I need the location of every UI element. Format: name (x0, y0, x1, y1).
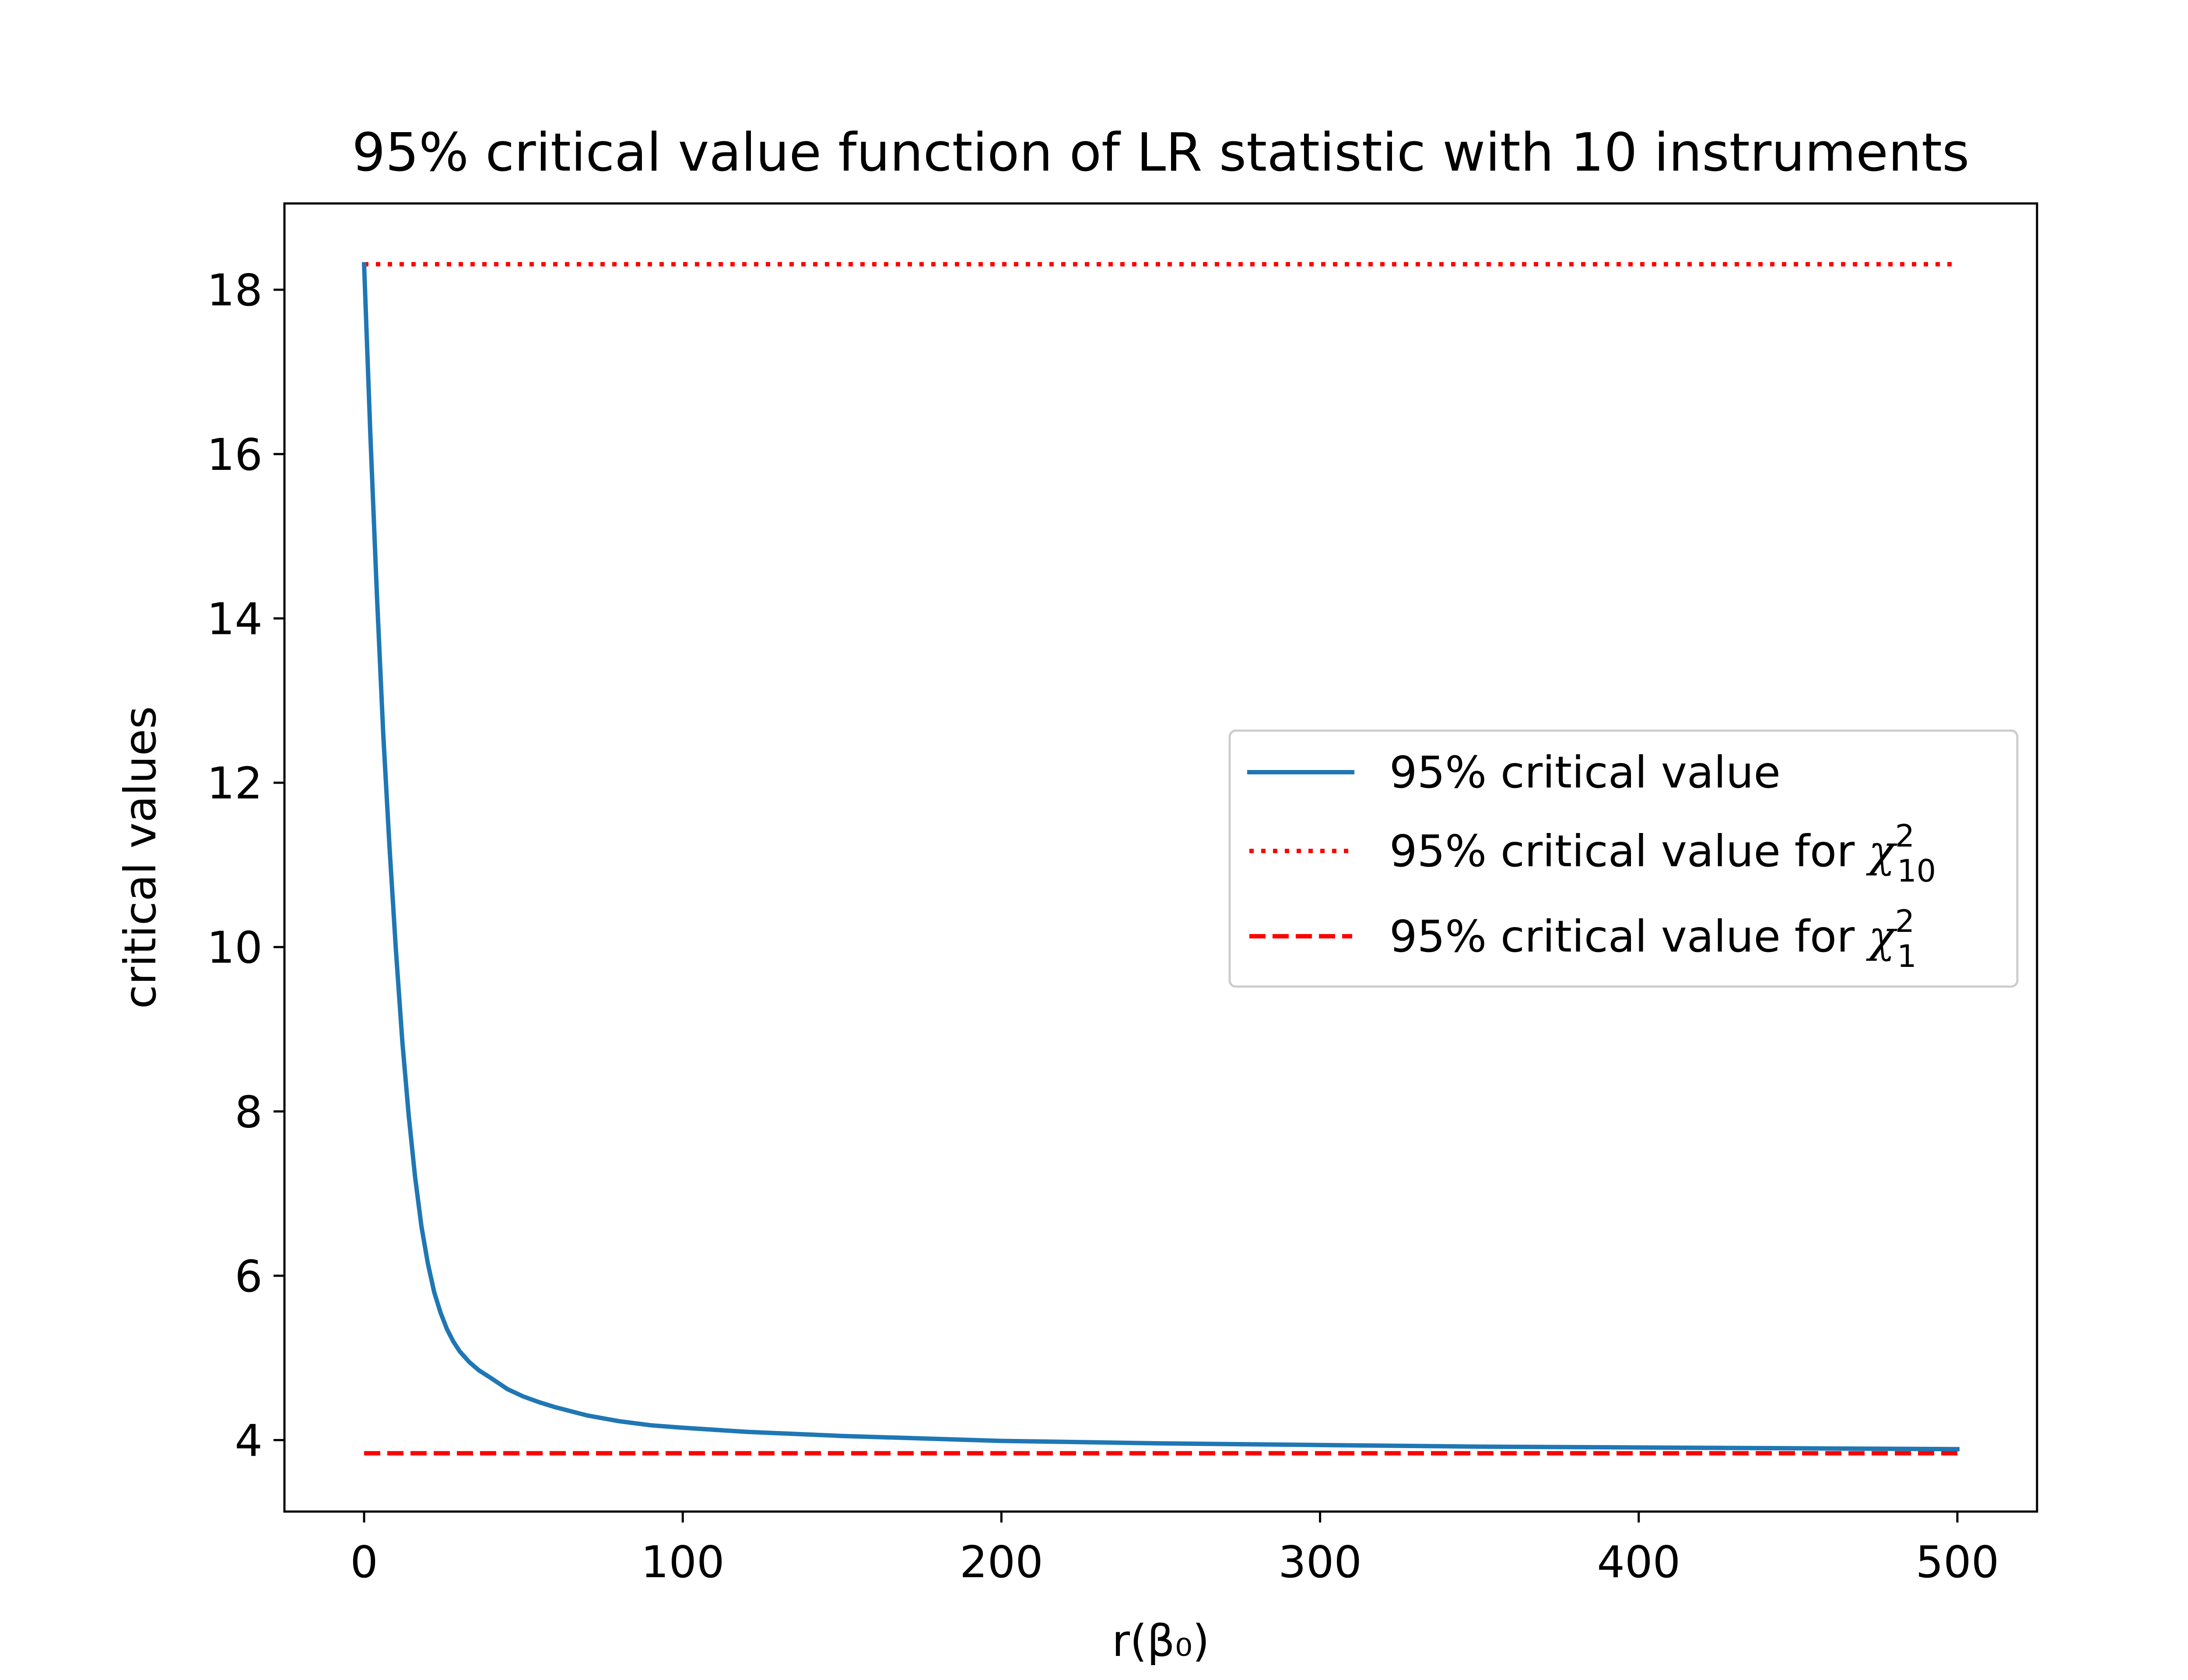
y-tick-label: 8 (235, 1086, 263, 1138)
plot-frame (283, 202, 2038, 1513)
x-tick-label: 100 (641, 1536, 725, 1588)
x-axis: 0 100 200 300 400 500 (350, 1512, 1999, 1588)
y-tick-label: 12 (207, 758, 263, 809)
legend-box (1228, 729, 2019, 988)
legend-label-0: 95% critical value (1389, 747, 1781, 798)
y-axis: 4 6 8 10 12 14 16 18 (207, 265, 284, 1466)
y-tick-label: 14 (207, 593, 263, 644)
x-tick-label: 500 (1916, 1536, 1999, 1588)
y-tick-label: 6 (235, 1251, 263, 1302)
y-tick-label: 10 (207, 922, 263, 973)
y-tick-label: 4 (235, 1415, 263, 1466)
legend-label-2: 95% critical value for χ2 1 (1389, 903, 1917, 974)
x-tick-label: 0 (350, 1536, 378, 1588)
y-tick-label: 18 (207, 265, 263, 316)
x-axis-label: r(β₀) (1112, 1615, 1210, 1666)
chart-title: 95% critical value function of LR statis… (352, 122, 1969, 183)
x-tick-label: 300 (1278, 1536, 1362, 1588)
legend-label-1: 95% critical value for χ2 10 (1389, 818, 1936, 889)
plot-marks (361, 262, 1960, 1456)
x-tick-label: 400 (1597, 1536, 1680, 1588)
y-tick-label: 16 (207, 429, 263, 480)
y-axis-label: critical values (115, 706, 166, 1009)
series-line-0 (361, 262, 1960, 1452)
legend: 95% critical value 95% critical value for… (1228, 729, 2019, 988)
x-tick-label: 200 (960, 1536, 1043, 1588)
